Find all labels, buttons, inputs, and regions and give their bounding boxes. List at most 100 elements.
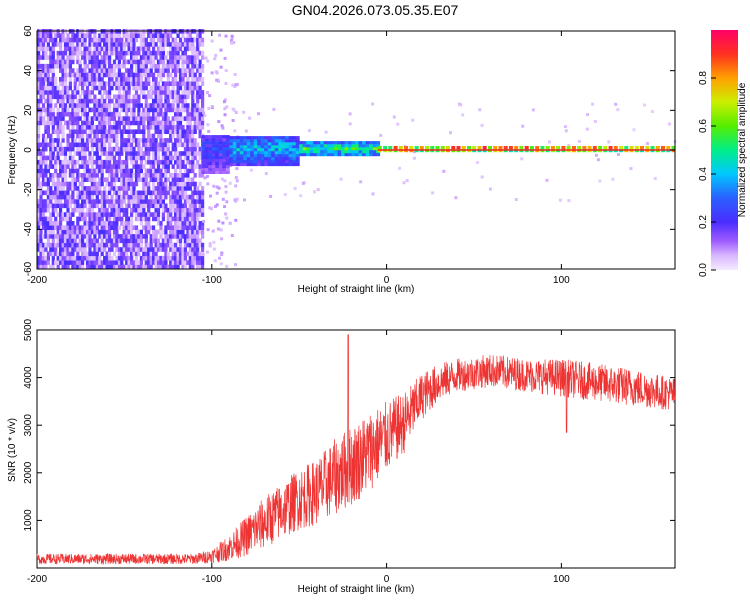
spectrogram-cell: [137, 168, 141, 174]
spectrogram-cell: [108, 138, 112, 143]
spectrogram-cell: [142, 33, 146, 38]
spectrogram-cell: [223, 56, 227, 60]
spectrogram-cell: [239, 136, 244, 140]
spectrogram-cell: [95, 186, 99, 191]
x-tick-label: -200: [27, 275, 47, 286]
spectrogram-cell: [122, 251, 126, 257]
spectrogram-cell: [149, 120, 153, 126]
spectrogram-cell: [78, 63, 82, 69]
spectrogram-cell: [223, 113, 227, 117]
spectrogram-cell: [76, 264, 80, 270]
spectrogram-cell: [186, 151, 190, 156]
spectrogram-cell: [71, 146, 75, 152]
spectrogram-cell: [76, 251, 80, 257]
spectrogram-cell: [103, 59, 107, 65]
spectrogram-cell: [208, 242, 212, 246]
spectrogram-cell: [149, 251, 153, 257]
spectrogram-cell: [122, 107, 126, 113]
spectrogram-cell: [208, 141, 213, 145]
spectrogram-cell: [545, 178, 549, 182]
spectrogram-cell: [110, 212, 114, 217]
spectrogram-cell: [260, 156, 265, 161]
spectrogram-cell: [95, 146, 99, 152]
spectrogram-cell: [222, 164, 227, 169]
spectrogram-cell: [144, 146, 148, 152]
spectrogram-cell: [174, 260, 178, 265]
spectrogram-cell: [59, 173, 63, 178]
spectrogram-cell: [198, 151, 202, 156]
spectrogram-cell: [176, 55, 180, 60]
spectrogram-cell: [49, 146, 53, 152]
spectrogram-cell: [142, 177, 146, 182]
spectrogram-cell: [178, 225, 183, 230]
spectrogram-cell: [108, 142, 112, 148]
spectrogram-cell: [127, 146, 131, 152]
spectrogram-cell: [88, 50, 92, 56]
spectrogram-cell: [188, 120, 192, 126]
spectrogram-cell: [154, 142, 158, 148]
spectrogram-cell: [66, 98, 70, 104]
spectrogram-cell: [112, 212, 117, 217]
spectrogram-cell: [176, 229, 180, 235]
spectrogram-cell: [250, 162, 255, 167]
spectrogram-cell: [210, 39, 214, 43]
spectrogram-cell: [147, 68, 151, 73]
spectrogram-cell: [110, 151, 114, 156]
spectrogram-cell: [178, 203, 183, 209]
spectrogram-cell: [63, 94, 68, 100]
spectrogram-cell: [98, 46, 102, 52]
spectrogram-cell: [188, 186, 192, 191]
spectrogram-cell: [257, 156, 262, 161]
spectrogram-cell: [46, 238, 50, 244]
spectrogram-cell: [355, 147, 360, 151]
spectrogram-cell: [181, 229, 185, 235]
spectrogram-cell: [174, 37, 178, 43]
spectrogram-cell: [120, 138, 124, 143]
spectrogram-cell: [419, 146, 424, 150]
spectrogram-cell: [132, 72, 136, 78]
spectrogram-cell: [61, 63, 65, 69]
spectrogram-cell: [39, 63, 43, 69]
spectrogram-cell: [161, 199, 165, 204]
spectrogram-cell: [39, 111, 43, 117]
spectrogram-cell: [117, 159, 121, 165]
spectrogram-cell: [147, 111, 151, 117]
spectrogram-cell: [103, 111, 107, 117]
spectrogram-cell: [115, 142, 119, 148]
spectrogram-cell: [134, 151, 139, 156]
spectrogram-cell: [260, 139, 265, 143]
spectrogram-cell: [125, 260, 129, 265]
spectrogram-cell: [358, 147, 363, 151]
spectrogram-cell: [144, 225, 148, 230]
spectrogram-cell: [198, 120, 202, 126]
spectrogram-cell: [592, 146, 597, 150]
spectrogram-cell: [225, 200, 229, 204]
spectrogram-cell: [274, 142, 279, 146]
spectrogram-cell: [83, 155, 87, 161]
spectrogram-cell: [171, 125, 175, 130]
spectrogram-cell: [78, 138, 82, 143]
spectrogram-cell: [220, 253, 224, 257]
spectrogram-cell: [139, 68, 143, 73]
spectrogram-cell: [174, 229, 178, 235]
spectrogram-cell: [44, 173, 48, 178]
spectrogram-cell: [110, 129, 114, 134]
spectrogram-cell: [85, 264, 90, 270]
spectrogram-cell: [108, 42, 112, 47]
spectrogram-cell: [313, 150, 318, 154]
spectrogram-cell: [144, 203, 148, 209]
spectrogram-cell: [164, 247, 168, 252]
spectrogram-cell: [130, 221, 134, 226]
spectrogram-cell: [98, 164, 102, 169]
spectrogram-cell: [122, 190, 126, 196]
spectrogram-cell: [41, 77, 46, 82]
spectrogram-cell: [236, 82, 239, 86]
spectrogram-cell: [90, 98, 94, 104]
spectrogram-cell: [132, 199, 136, 204]
spectrogram-cell: [81, 190, 85, 196]
spectrogram-cell: [68, 186, 72, 191]
spectrogram-cell: [105, 42, 109, 47]
spectrogram-cell: [98, 72, 102, 78]
spectrogram-cell: [178, 229, 183, 235]
spectrogram-cell: [178, 251, 183, 257]
